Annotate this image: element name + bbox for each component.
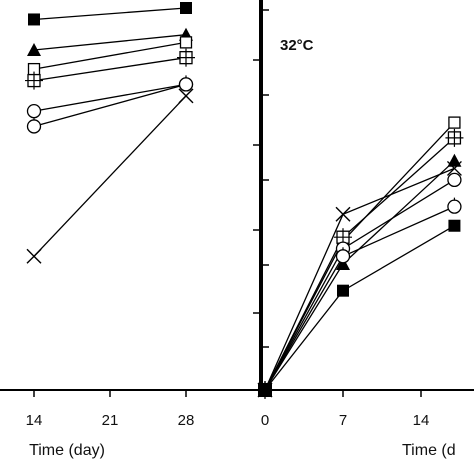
- right-point-x-mark: [335, 206, 351, 222]
- left-point-open-circle-2-ring: [26, 119, 42, 134]
- right-point-x-mark: [446, 160, 462, 176]
- left-lines: [33, 7, 187, 257]
- left-point-filled-square: [28, 13, 40, 26]
- left-series-line-crossed-square: [33, 57, 187, 82]
- right-point-open-circle-2: [335, 247, 351, 264]
- left-point-open-circle-2: [26, 117, 42, 134]
- right-x-tick-label: 7: [339, 412, 347, 429]
- right-point-filled-triangle: [447, 153, 462, 167]
- left-point-filled-square: [180, 2, 192, 14]
- left-series-line-open-circle: [33, 83, 187, 112]
- left-point-crossed-square: [25, 71, 43, 90]
- temperature-annotation: 32°C: [280, 37, 314, 54]
- right-series-line-open-circle-2: [264, 206, 455, 391]
- right-point-open-square: [448, 116, 461, 129]
- left-point-open-circle: [26, 103, 42, 119]
- left-series-line-filled-triangle: [33, 34, 187, 51]
- right-point-filled-square: [448, 219, 461, 232]
- left-point-open-circle-2-ring: [178, 77, 194, 92]
- left-point-open-square: [179, 36, 193, 49]
- left-x-tick-label: 21: [102, 412, 119, 429]
- right-point-filled-square: [337, 284, 349, 297]
- right-x-tick-label: 14: [413, 412, 430, 429]
- left-point-open-circle-2: [178, 75, 194, 92]
- right-point-x-mark-b: [335, 206, 351, 222]
- right-series-line-filled-triangle: [264, 160, 455, 391]
- right-point-open-circle-2-ring: [447, 199, 462, 214]
- left-markers: [25, 2, 195, 264]
- left-series-line-open-circle-2: [33, 83, 187, 128]
- left-point-crossed-square: [177, 48, 195, 67]
- right-series-line-open-circle: [264, 179, 455, 391]
- left-point-x-mark-b: [26, 248, 42, 264]
- right-x-axis-label: Time (d: [402, 442, 456, 459]
- left-point-x-mark-b: [178, 88, 194, 104]
- left-series-line-filled-square: [33, 7, 187, 21]
- right-lines: [264, 122, 455, 391]
- right-series-line-x-mark: [264, 167, 455, 391]
- right-x-ticks: 0 7 14: [261, 390, 430, 429]
- right-point-open-circle-2-ring: [335, 249, 351, 264]
- left-series-line-open-square: [33, 41, 187, 70]
- right-point-x-mark-b: [446, 160, 462, 176]
- left-point-x-mark: [178, 88, 194, 104]
- left-x-ticks: 14 21 28: [26, 390, 195, 429]
- left-panel: 14 21 28 Time (day): [0, 0, 261, 459]
- left-x-tick-label: 14: [26, 412, 43, 429]
- right-series-line-crossed-square: [264, 137, 455, 391]
- right-point-open-circle: [447, 172, 462, 188]
- right-markers: [256, 116, 464, 399]
- right-point-open-circle-2: [447, 197, 462, 214]
- right-plot-frame: [261, 0, 474, 391]
- right-x-tick-label: 0: [261, 412, 269, 429]
- left-point-x-mark: [26, 248, 42, 264]
- left-plot-frame: [0, 0, 261, 391]
- left-point-filled-triangle: [27, 43, 41, 57]
- right-panel: 32°C 0 7 14 Time (d: [256, 0, 474, 459]
- left-x-axis-label: Time (day): [29, 442, 105, 459]
- left-x-tick-label: 28: [178, 412, 195, 429]
- left-series-line-x-mark: [33, 95, 187, 257]
- right-point-crossed-square: [445, 128, 464, 147]
- right-series-line-filled-square: [264, 225, 455, 391]
